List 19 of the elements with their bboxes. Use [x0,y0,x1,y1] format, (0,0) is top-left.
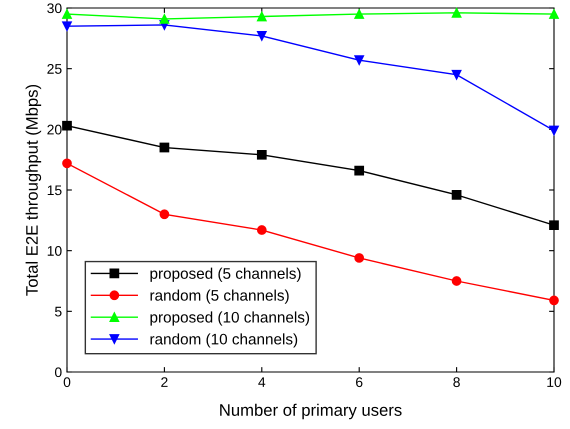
legend-label: proposed (10 channels) [150,311,310,326]
x-tick-label: 2 [161,377,168,387]
x-axis-title: Number of primary users [220,404,402,420]
y-tick-label: 30 [47,3,62,14]
y-tick-label: 15 [48,185,62,196]
x-tick-label: 4 [258,377,266,387]
legend-label: random (10 channels) [150,333,298,348]
legend-label: random (5 channels) [150,290,289,304]
y-tick-label: 20 [47,124,62,135]
x-tick-label: 10 [547,377,562,388]
y-tick-label: 0 [54,367,62,378]
legend-label: proposed (5 channels) [150,268,301,282]
x-tick-label: 0 [64,377,70,388]
y-tick-label: 5 [54,306,62,317]
x-tick-label: 8 [453,377,460,388]
y-tick-label: 25 [47,64,62,74]
y-tick-label: 10 [48,246,62,256]
y-axis-title: Total E2E throughput (Mbps) [26,84,42,296]
x-tick-label: 6 [356,377,362,388]
